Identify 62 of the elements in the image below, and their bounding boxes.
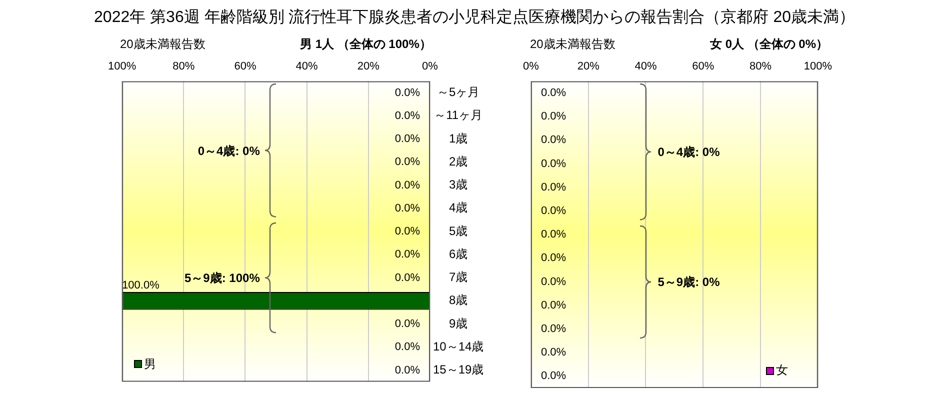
x-axis-title: 20歳未満報告数: [120, 36, 206, 53]
annotation: 0～4歳: 0%: [198, 142, 260, 160]
x-tick-label: 80%: [750, 60, 772, 73]
data-label: 0.0%: [540, 158, 566, 170]
x-tick-label: 60%: [234, 60, 256, 73]
data-label: 0.0%: [540, 370, 566, 382]
x-tick-label: 20%: [357, 60, 380, 73]
data-label: 0.0%: [540, 346, 566, 359]
data-label: 0.0%: [394, 179, 420, 192]
y-tick-label: 6歳: [449, 246, 468, 261]
data-label: 0.0%: [394, 202, 420, 214]
data-label: 0.0%: [394, 318, 420, 330]
x-axis-title: 20歳未満報告数: [530, 36, 616, 53]
legend-label: 女: [776, 362, 788, 379]
x-tick-label: 40%: [634, 60, 657, 73]
y-tick-label: 3歳: [449, 178, 468, 192]
data-label: 0.0%: [394, 110, 420, 122]
y-tick-label: 1歳: [449, 131, 468, 146]
x-tick-label: 0%: [522, 60, 540, 73]
data-label: 0.0%: [394, 86, 420, 99]
y-tick-label: ～11ヶ月: [434, 108, 483, 122]
y-tick-label: 5歳: [449, 224, 468, 238]
data-label: 0.0%: [540, 181, 566, 194]
data-label: 0.0%: [540, 276, 566, 288]
data-label: 0.0%: [540, 134, 566, 146]
data-label: 0.0%: [540, 299, 566, 312]
data-label: 0.0%: [394, 226, 420, 238]
y-tick-label: 9歳: [449, 316, 468, 330]
x-tick-label: 60%: [692, 60, 714, 73]
data-label: 0.0%: [540, 205, 566, 218]
x-tick-label: 20%: [577, 60, 600, 73]
data-label: 0.0%: [540, 228, 566, 241]
text: 2022年 第36週 年齢階級別 流行性耳下腺炎患者の小児科定点医療機関からの報告割合（京都府 20歳未満）: [93, 8, 856, 28]
y-tick-label: 7歳: [449, 270, 468, 284]
y-tick-label: 2歳: [449, 154, 468, 168]
data-label: 0.0%: [540, 110, 566, 123]
x-tick-label: 0%: [422, 60, 438, 73]
x-tick-label: 80%: [172, 60, 195, 73]
data-label: 0.0%: [394, 248, 420, 261]
annotation: 5～9歳: 100%: [184, 270, 260, 287]
x-tick-label: 40%: [296, 60, 318, 73]
y-tick-label: ～5ヶ月: [437, 85, 480, 100]
y-tick-label: 8歳: [449, 293, 468, 308]
x-tick-label: 100%: [804, 60, 832, 73]
y-tick-label: 10～14歳: [432, 339, 484, 354]
annotation: 5～9歳: 0%: [658, 274, 720, 291]
data-label: 100.0%: [122, 280, 160, 292]
x-tick-label: 100%: [108, 60, 136, 73]
y-tick-label: 15～19歳: [432, 362, 484, 377]
data-label: 0.0%: [394, 341, 420, 354]
chart-subtitle: 男 1人 （全体の 100%）: [300, 36, 432, 53]
data-label: 0.0%: [394, 133, 420, 146]
annotation: 0～4歳: 0%: [658, 144, 720, 161]
data-label: 0.0%: [540, 323, 566, 336]
data-label: 0.0%: [394, 364, 420, 376]
data-label: 0.0%: [394, 272, 420, 284]
data-label: 0.0%: [540, 87, 566, 100]
text: 男: [144, 356, 156, 373]
y-tick-label: 4歳: [449, 200, 468, 215]
data-label: 0.0%: [540, 252, 566, 264]
chart-subtitle: 女 0人 （全体の 0%）: [710, 36, 828, 53]
data-label: 0.0%: [394, 156, 420, 168]
